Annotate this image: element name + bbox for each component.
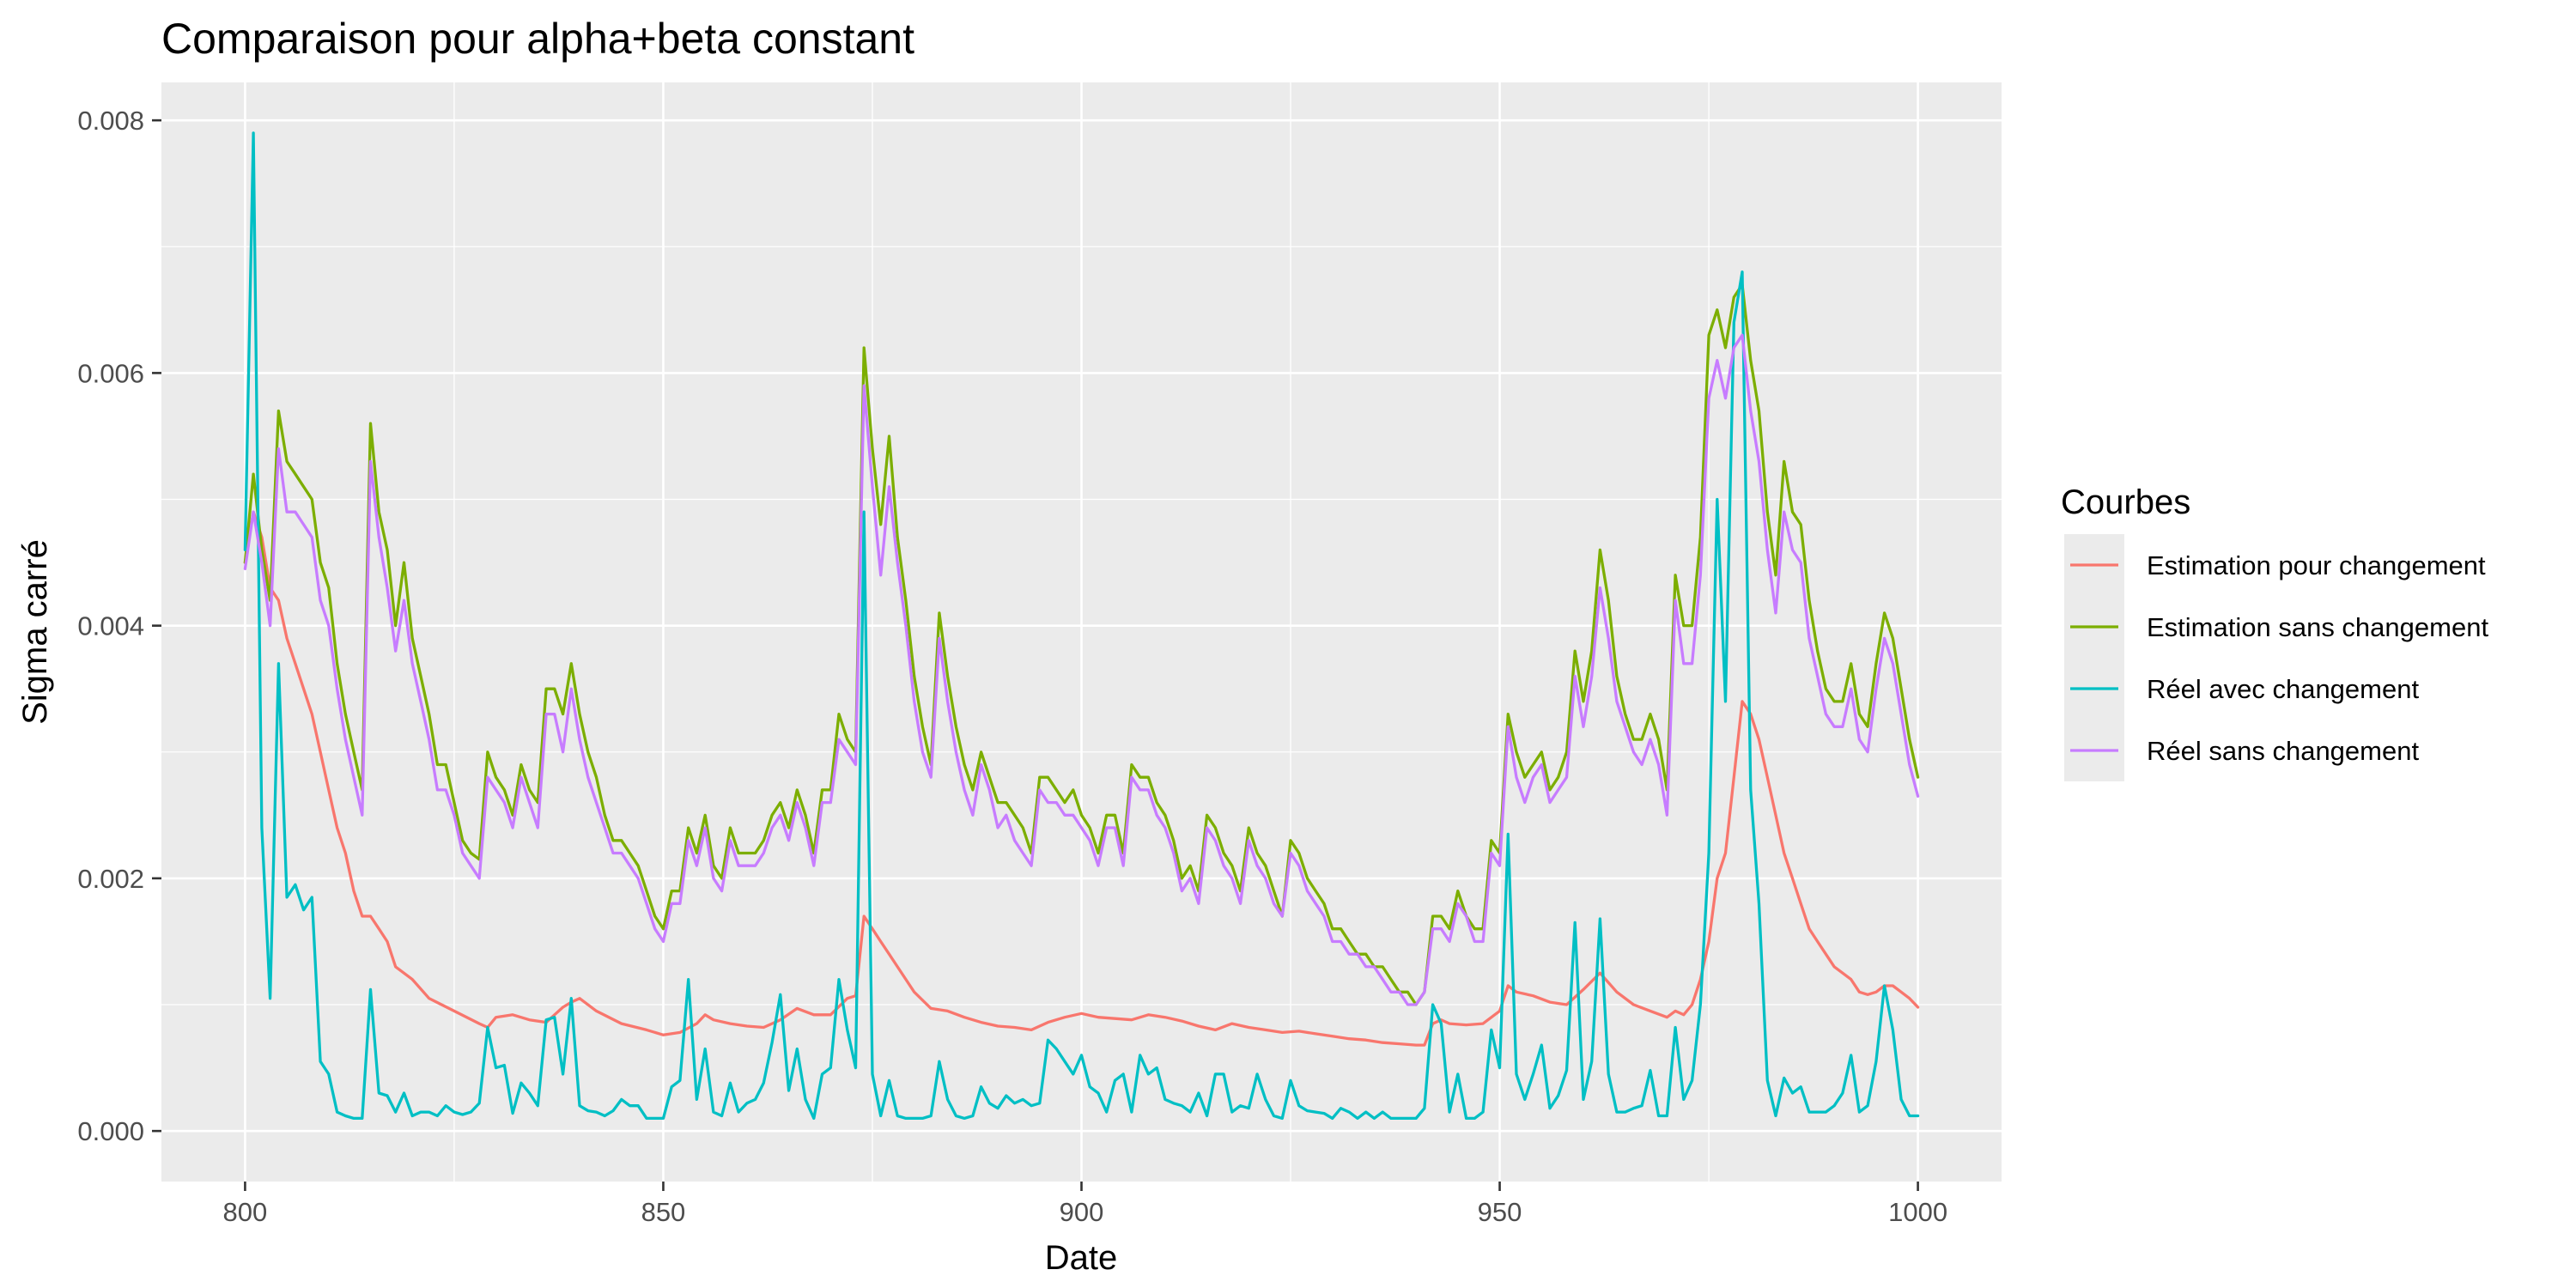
y-axis-title: Sigma carré	[16, 539, 54, 725]
y-tick-label: 0.002	[77, 864, 144, 894]
y-tick-label: 0.006	[77, 358, 144, 388]
series-line-1	[243, 510, 1920, 1047]
y-tick-label: 0.004	[77, 611, 144, 641]
y-axis: 0.000 0.002 0.004 0.006 0.008	[77, 106, 161, 1146]
legend-label: Estimation pour changement	[2147, 550, 2486, 580]
legend-label: Réel sans changement	[2147, 736, 2419, 766]
legend: Courbes Estimation pour changement Estima…	[2061, 483, 2488, 781]
x-tick-label: 1000	[1888, 1197, 1947, 1227]
series-line-3	[243, 131, 1920, 1121]
x-tick-label: 850	[641, 1197, 686, 1227]
x-tick-label: 950	[1478, 1197, 1522, 1227]
chart-title: Comparaison pour alpha+beta constant	[161, 15, 914, 63]
y-tick-label: 0.000	[77, 1116, 144, 1146]
x-axis-title: Date	[1045, 1239, 1118, 1277]
legend-title: Courbes	[2061, 483, 2190, 521]
series-lines	[243, 131, 1920, 1121]
legend-label: Réel avec changement	[2147, 674, 2419, 704]
x-tick-label: 900	[1060, 1197, 1104, 1227]
y-tick-label: 0.008	[77, 106, 144, 136]
series-line-4	[243, 333, 1920, 1006]
legend-label: Estimation sans changement	[2147, 612, 2488, 642]
x-axis: 800 850 900 950 1000	[223, 1182, 1947, 1227]
series-line-2	[243, 283, 1920, 1006]
x-tick-label: 800	[223, 1197, 268, 1227]
major-gridlines	[161, 82, 2002, 1182]
